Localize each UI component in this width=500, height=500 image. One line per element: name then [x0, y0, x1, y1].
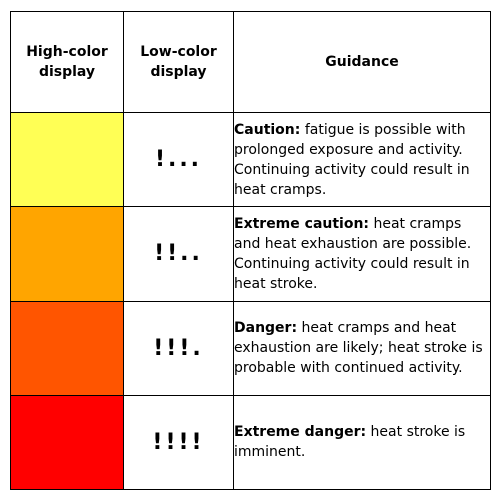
guidance-text-danger: heat cramps and heat exhaustion are like…	[234, 320, 483, 377]
guidance-extreme-danger: Extreme danger: heat stroke is imminent.	[233, 394, 491, 491]
guidance-label-danger: Danger:	[234, 320, 298, 337]
guidance-caution: Caution: fatigue is possible with prolon…	[233, 112, 491, 208]
header-high-color: High-color display	[10, 10, 124, 114]
color-swatch-danger	[10, 300, 124, 396]
table-row-caution: !... Caution: fatigue is possible with p…	[10, 112, 491, 208]
header-low-color: Low-color display	[123, 10, 234, 114]
heat-index-table: High-color display Low-color display Gui…	[10, 10, 491, 491]
low-color-indicator-extreme-caution: !!..	[123, 206, 234, 302]
low-color-indicator-extreme-danger: !!!!	[123, 394, 234, 491]
guidance-text-caution: fatigue is possible with prolonged expos…	[234, 121, 470, 198]
low-color-indicator-caution: !...	[123, 112, 234, 208]
header-guidance: Guidance	[233, 10, 491, 114]
color-swatch-extreme-danger	[10, 394, 124, 491]
guidance-danger: Danger: heat cramps and heat exhaustion …	[233, 300, 491, 396]
color-swatch-extreme-caution	[10, 206, 124, 302]
table-row-danger: !!!. Danger: heat cramps and heat exhaus…	[10, 300, 491, 396]
guidance-label-extreme-danger: Extreme danger:	[234, 424, 367, 441]
color-swatch-caution	[10, 112, 124, 208]
guidance-label-caution: Caution:	[234, 121, 301, 138]
guidance-text-extreme-danger: heat stroke is imminent.	[234, 424, 466, 461]
guidance-extreme-caution: Extreme caution: heat cramps and heat ex…	[233, 206, 491, 302]
table-row-extreme-caution: !!.. Extreme caution: heat cramps and he…	[10, 206, 491, 302]
table-row-extreme-danger: !!!! Extreme danger: heat stroke is immi…	[10, 394, 491, 491]
low-color-indicator-danger: !!!.	[123, 300, 234, 396]
guidance-label-extreme-caution: Extreme caution:	[234, 215, 370, 232]
table-header-row: High-color display Low-color display Gui…	[10, 10, 491, 114]
guidance-text-extreme-caution: heat cramps and heat exhaustion are poss…	[234, 215, 472, 292]
